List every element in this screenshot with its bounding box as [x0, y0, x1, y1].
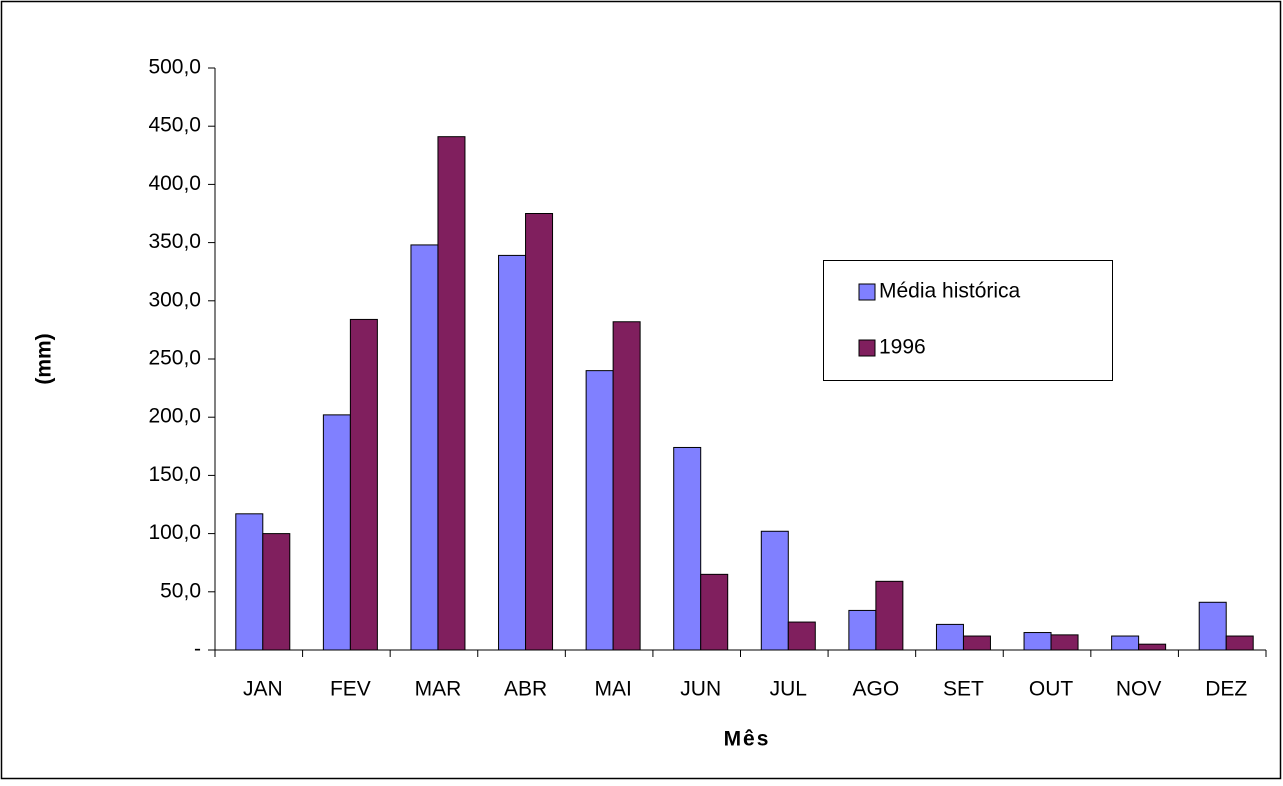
- bar: [848, 609, 877, 651]
- bar: [1050, 634, 1079, 651]
- x-tick-label: MAI: [594, 678, 631, 701]
- legend-label: 1996: [879, 336, 926, 359]
- x-tick-label: DEZ: [1205, 678, 1247, 701]
- bar: [349, 318, 378, 651]
- x-tick-label: JUN: [680, 678, 721, 701]
- bar: [1023, 632, 1052, 651]
- bar: [525, 213, 554, 651]
- y-tick-label: 100,0: [148, 521, 201, 544]
- y-tick-label: 150,0: [148, 463, 201, 486]
- x-tick-label: ABR: [504, 678, 547, 701]
- bar: [410, 244, 439, 651]
- bar: [498, 254, 527, 651]
- bar: [1225, 635, 1254, 651]
- bar: [1198, 601, 1227, 651]
- bar: [612, 321, 641, 651]
- legend-swatch: [858, 283, 876, 301]
- legend-swatch: [858, 339, 876, 357]
- legend-label: Média histórica: [879, 280, 1021, 303]
- y-axis-title: (mm): [33, 333, 56, 384]
- bar: [760, 530, 789, 651]
- x-axis-title: Mês: [724, 728, 771, 751]
- x-tick-label: JAN: [243, 678, 283, 701]
- bar: [1138, 643, 1167, 651]
- x-tick-label: AGO: [853, 678, 900, 701]
- x-tick-label: MAR: [415, 678, 462, 701]
- bar: [1111, 635, 1140, 651]
- y-tick-label: 450,0: [148, 114, 201, 137]
- x-tick-label: SET: [943, 678, 984, 701]
- y-tick-label: 350,0: [148, 230, 201, 253]
- bar: [787, 621, 816, 651]
- bar: [437, 136, 466, 651]
- bar: [585, 370, 614, 651]
- bar: [935, 623, 964, 651]
- x-tick-label: NOV: [1116, 678, 1162, 701]
- bar: [875, 580, 904, 651]
- bar: [235, 513, 264, 651]
- y-tick-label: -: [194, 638, 201, 661]
- bar: [700, 573, 729, 651]
- y-tick-label: 50,0: [160, 579, 201, 602]
- x-tick-label: OUT: [1029, 678, 1074, 701]
- x-tick-label: FEV: [330, 678, 371, 701]
- y-tick-label: 300,0: [148, 288, 201, 311]
- bar: [262, 533, 291, 651]
- bar: [673, 446, 702, 651]
- y-tick-label: 500,0: [148, 56, 201, 79]
- bar: [962, 635, 991, 651]
- x-tick-label: JUL: [770, 678, 807, 701]
- y-tick-label: 400,0: [148, 172, 201, 195]
- y-tick-label: 200,0: [148, 405, 201, 428]
- legend-box: [823, 260, 1113, 381]
- y-tick-label: 250,0: [148, 347, 201, 370]
- bar: [322, 414, 351, 651]
